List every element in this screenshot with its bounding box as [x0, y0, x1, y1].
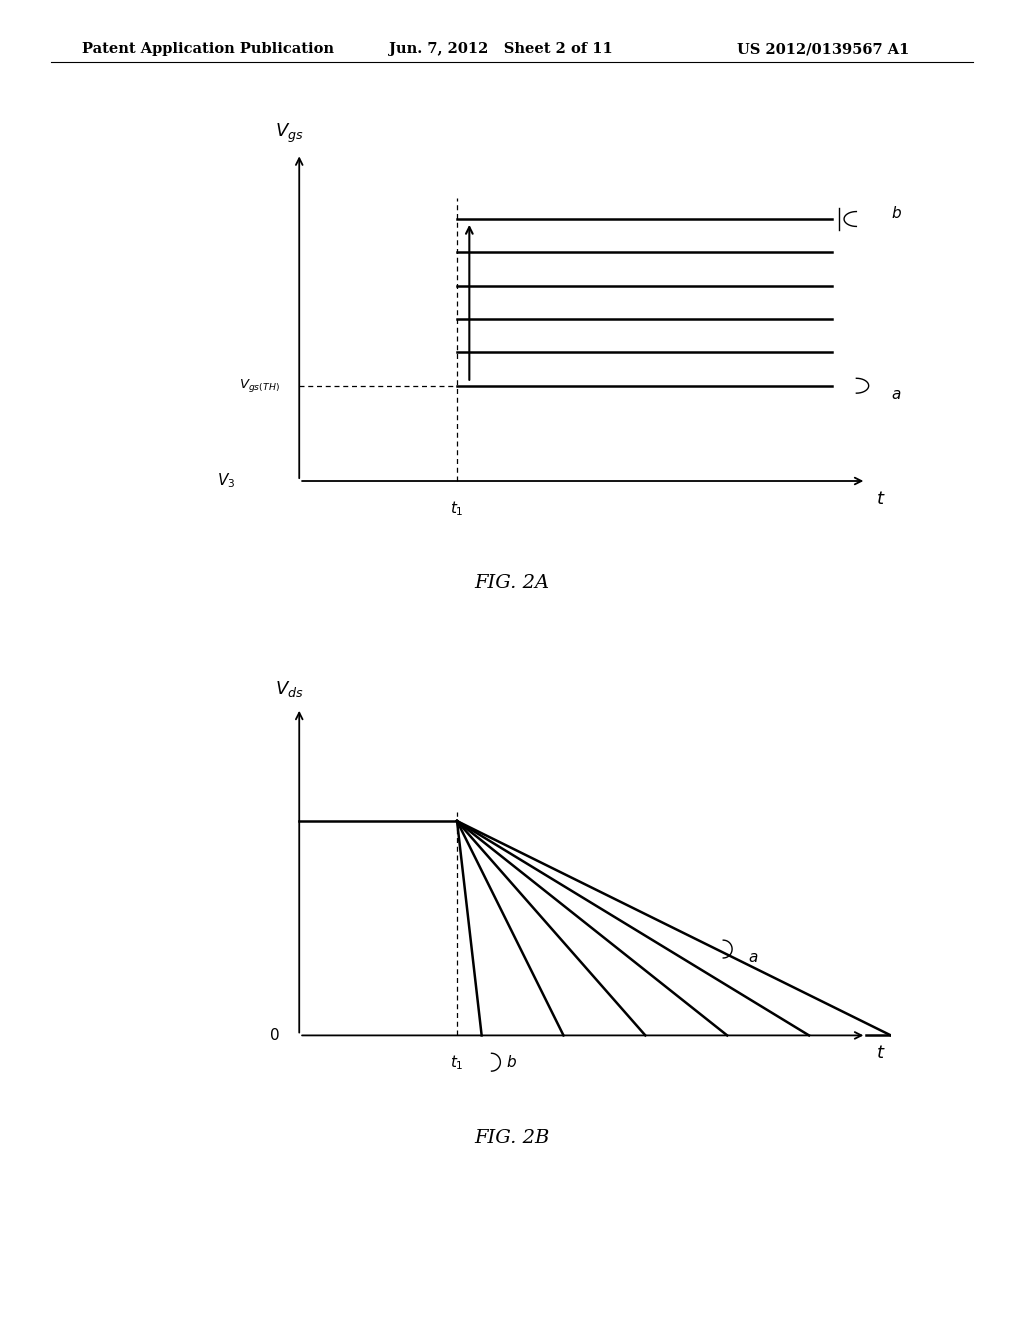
Text: Jun. 7, 2012   Sheet 2 of 11: Jun. 7, 2012 Sheet 2 of 11 — [389, 42, 613, 57]
Text: $0$: $0$ — [269, 1027, 280, 1043]
Text: $b$: $b$ — [891, 205, 902, 220]
Text: $V_{gs(TH)}$: $V_{gs(TH)}$ — [239, 378, 280, 395]
Text: $a$: $a$ — [891, 387, 901, 403]
Text: Patent Application Publication: Patent Application Publication — [82, 42, 334, 57]
Text: $t$: $t$ — [877, 1044, 886, 1063]
Text: FIG. 2A: FIG. 2A — [474, 574, 550, 593]
Text: $b$: $b$ — [506, 1055, 517, 1071]
Text: $V_{gs}$: $V_{gs}$ — [275, 121, 304, 145]
Text: $a$: $a$ — [748, 950, 758, 965]
Text: $t_1$: $t_1$ — [451, 499, 464, 517]
Text: $t$: $t$ — [877, 490, 886, 508]
Text: FIG. 2B: FIG. 2B — [474, 1129, 550, 1147]
Text: $V_{ds}$: $V_{ds}$ — [275, 678, 304, 700]
Text: US 2012/0139567 A1: US 2012/0139567 A1 — [737, 42, 909, 57]
Text: $t_1$: $t_1$ — [451, 1053, 464, 1072]
Text: $V_3$: $V_3$ — [217, 471, 236, 490]
